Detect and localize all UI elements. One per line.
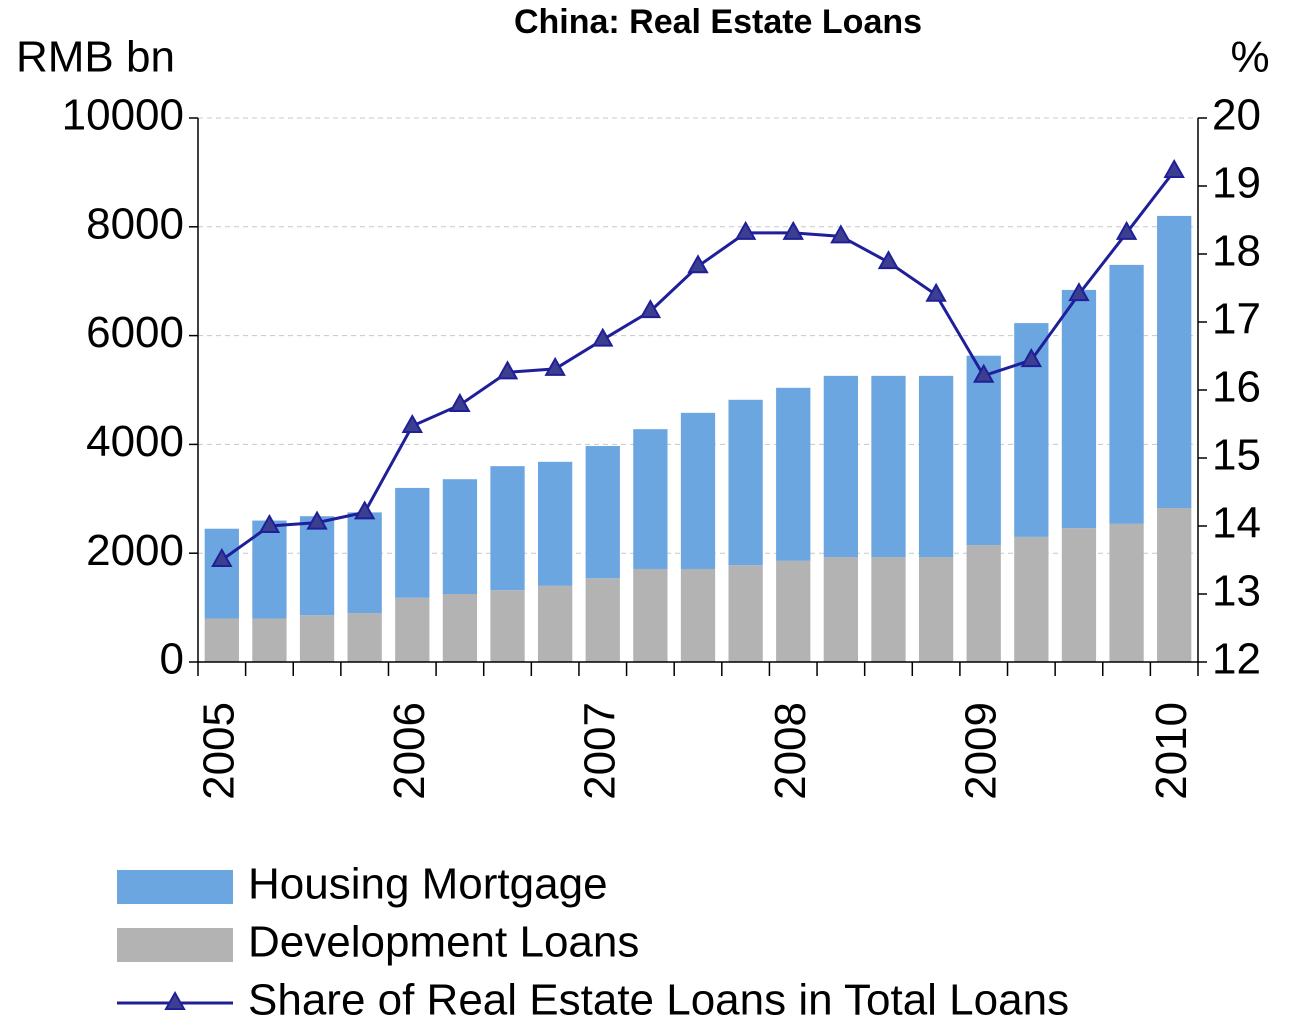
y-tick-label: 10000 bbox=[62, 91, 184, 140]
bar bbox=[918, 557, 954, 662]
y2-tick-label: 13 bbox=[1212, 567, 1261, 616]
marker bbox=[544, 356, 566, 376]
marker bbox=[1163, 159, 1185, 179]
bar bbox=[633, 429, 668, 569]
x-tick-label: 2006 bbox=[385, 702, 434, 800]
bar bbox=[299, 615, 335, 662]
x-tick-label: 2009 bbox=[956, 702, 1005, 800]
y-tick-label: 4000 bbox=[86, 417, 184, 466]
bar bbox=[680, 412, 716, 569]
bar bbox=[204, 528, 239, 619]
marker bbox=[496, 360, 519, 380]
bar bbox=[1061, 289, 1097, 529]
bar bbox=[728, 565, 763, 662]
marker bbox=[877, 250, 900, 270]
marker bbox=[1020, 348, 1043, 368]
y2-axis-label: % bbox=[1230, 33, 1269, 82]
y2-tick-label: 20 bbox=[1212, 91, 1261, 140]
bar bbox=[1014, 536, 1049, 662]
bar bbox=[1109, 264, 1144, 524]
bar bbox=[966, 355, 1001, 546]
marker bbox=[973, 363, 995, 383]
y-tick-label: 2000 bbox=[86, 526, 184, 575]
bar bbox=[252, 618, 287, 662]
x-tick-label: 2010 bbox=[1147, 702, 1196, 800]
marker bbox=[353, 500, 376, 520]
bar bbox=[871, 557, 906, 662]
marker bbox=[925, 282, 947, 302]
bar bbox=[1061, 528, 1097, 662]
bar bbox=[204, 618, 239, 662]
legend-marker bbox=[164, 990, 186, 1010]
bar bbox=[442, 479, 478, 594]
bar bbox=[776, 560, 811, 662]
marker bbox=[449, 392, 471, 412]
marker bbox=[258, 513, 281, 533]
y-tick-label: 6000 bbox=[86, 308, 184, 357]
bar bbox=[538, 461, 573, 586]
bar bbox=[1157, 508, 1192, 662]
y2-tick-label: 12 bbox=[1212, 635, 1261, 684]
legend-label: Share of Real Estate Loans in Total Loan… bbox=[248, 976, 1069, 1025]
x-tick-label: 2008 bbox=[766, 702, 815, 800]
y-tick-label: 8000 bbox=[86, 199, 184, 248]
bar bbox=[347, 512, 382, 614]
marker bbox=[306, 510, 328, 530]
y2-tick-label: 17 bbox=[1212, 295, 1261, 344]
bar bbox=[918, 375, 954, 558]
bar bbox=[585, 446, 620, 579]
legend-swatch bbox=[117, 870, 233, 904]
bar bbox=[966, 545, 1001, 662]
marker bbox=[830, 224, 852, 244]
marker bbox=[401, 414, 423, 434]
bar bbox=[585, 578, 620, 662]
marker bbox=[734, 220, 757, 240]
marker bbox=[1115, 220, 1138, 240]
bar bbox=[252, 520, 287, 619]
bar bbox=[728, 399, 763, 566]
marker bbox=[687, 254, 709, 274]
y2-tick-label: 16 bbox=[1212, 363, 1261, 412]
marker bbox=[639, 299, 662, 319]
marker bbox=[592, 327, 614, 347]
x-tick-label: 2005 bbox=[194, 702, 243, 800]
y-tick-label: 0 bbox=[160, 635, 184, 684]
y2-tick-label: 15 bbox=[1212, 431, 1261, 480]
marker bbox=[211, 547, 233, 567]
bar bbox=[633, 568, 668, 662]
marker bbox=[1068, 282, 1090, 302]
legend-label: Development Loans bbox=[248, 918, 639, 967]
bar bbox=[299, 516, 335, 616]
y2-tick-label: 14 bbox=[1212, 499, 1261, 548]
bar bbox=[347, 613, 382, 662]
y2-tick-label: 19 bbox=[1212, 159, 1261, 208]
bar bbox=[490, 466, 525, 591]
y2-tick-label: 18 bbox=[1212, 227, 1261, 276]
bar bbox=[823, 557, 858, 662]
bar bbox=[823, 375, 858, 558]
y-axis-label: RMB bn bbox=[16, 33, 175, 82]
chart-title: China: Real Estate Loans bbox=[514, 3, 922, 41]
bar bbox=[1157, 215, 1192, 509]
legend-label: Housing Mortgage bbox=[248, 860, 608, 909]
marker bbox=[782, 220, 804, 240]
bar bbox=[395, 487, 430, 598]
bar bbox=[538, 585, 573, 662]
bar bbox=[1109, 523, 1144, 662]
bar bbox=[871, 375, 906, 558]
legend-swatch bbox=[117, 928, 233, 962]
bar bbox=[395, 597, 430, 662]
bar bbox=[490, 590, 525, 662]
bar bbox=[442, 594, 478, 662]
bar bbox=[680, 568, 716, 662]
bar bbox=[776, 387, 811, 561]
x-tick-label: 2007 bbox=[575, 702, 624, 800]
